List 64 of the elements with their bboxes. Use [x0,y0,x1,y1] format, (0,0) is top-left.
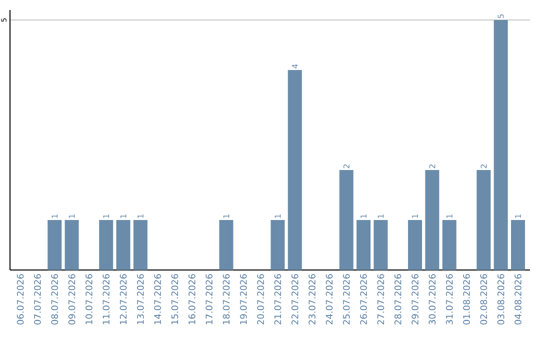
data-label: 1 [103,214,110,218]
data-label: 1 [515,214,521,218]
x-tick-label: 11.07.2026 [102,274,110,324]
x-tick-label: 14.07.2026 [154,274,161,324]
x-tick-label: 09.07.2026 [68,274,76,324]
x-tick-label: 31.07.2026 [446,274,453,324]
x-tick-label: 10.07.2026 [86,274,92,324]
bar [288,70,302,270]
x-tick-label: 27.07.2026 [377,274,384,324]
x-tick-label: 12.07.2026 [120,274,127,324]
x-tick-label: 16.07.2026 [188,274,196,324]
bar [510,220,525,270]
x-tick-label: 25.07.2026 [342,274,350,324]
x-tick-label: 01.08.2026 [463,274,470,324]
data-label: 4 [292,64,298,68]
data-label: 2 [343,164,350,168]
x-tick-label: 04.08.2026 [514,274,522,324]
data-label: 1 [138,214,144,218]
bar [374,220,388,270]
bar [219,220,234,270]
data-label: 1 [274,214,281,218]
bar [356,220,371,270]
bar [116,220,130,270]
x-tick-label: 29.07.2026 [412,274,418,324]
bar [133,220,148,270]
x-tick-label: 18.07.2026 [222,274,230,324]
bar [48,220,62,270]
bar [270,220,285,270]
x-tick-label: 23.07.2026 [308,274,316,324]
bar [339,170,354,270]
x-tick-label: 21.07.2026 [274,274,282,324]
x-tick-label: 24.07.2026 [326,274,333,324]
data-label: 1 [360,214,366,218]
bar [99,220,114,270]
x-tick-label: 02.08.2026 [480,274,488,324]
x-tick-label: 20.07.2026 [257,274,264,324]
data-label: 1 [68,214,75,218]
x-tick-label: 08.07.2026 [51,274,58,324]
bar [425,170,440,270]
x-tick-label: 30.07.2026 [428,274,436,324]
bar [494,20,508,270]
x-tick-label: 17.07.2026 [206,274,212,324]
data-label: 1 [120,214,126,218]
data-label: 1 [378,214,384,218]
x-tick-label: 22.07.2026 [291,274,298,324]
bar [442,220,456,270]
x-tick-label: 03.08.2026 [497,274,504,324]
data-label: 1 [412,214,418,218]
x-tick-label: 06.07.2026 [16,274,24,324]
data-label: 2 [480,164,487,168]
x-tick-label: 15.07.2026 [171,274,178,324]
x-tick-label: 19.07.2026 [240,274,247,324]
x-tick-label: 07.07.2026 [34,274,41,324]
bar [408,220,422,270]
data-label: 1 [446,214,452,218]
data-label: 1 [223,214,230,218]
data-label: 1 [52,214,58,218]
bar [64,220,79,270]
x-tick-label: 28.07.2026 [394,274,402,324]
bar [476,170,491,270]
data-label: 2 [429,164,436,168]
x-tick-label: 13.07.2026 [137,274,144,324]
x-tick-label: 26.07.2026 [360,274,367,324]
data-label: 5 [498,14,504,18]
